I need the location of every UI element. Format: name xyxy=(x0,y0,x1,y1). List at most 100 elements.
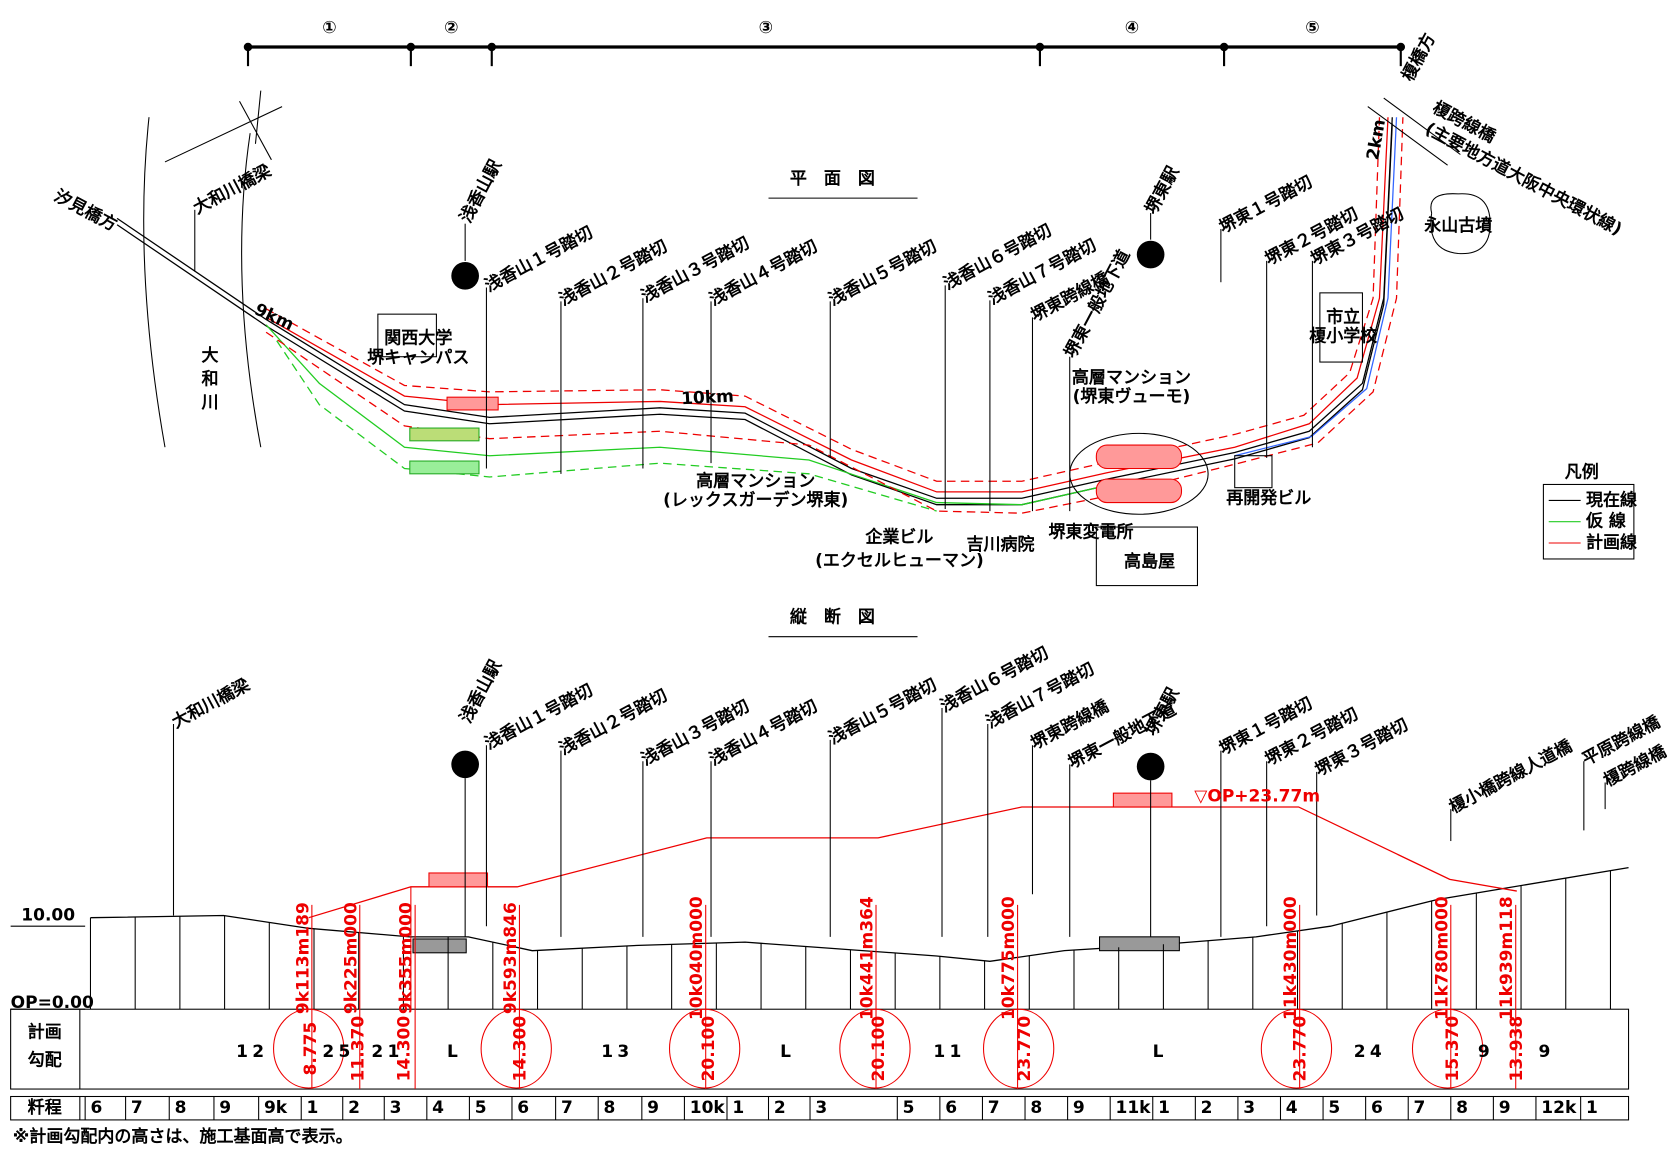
building-label: 高層マンション xyxy=(696,470,815,491)
platform xyxy=(446,396,499,411)
km-tick-label: 10k xyxy=(690,1098,726,1118)
km-tick-label: 2 xyxy=(348,1098,360,1118)
height-value: 8.775 xyxy=(301,1022,321,1076)
building-label: 高層マンション xyxy=(1072,367,1191,388)
river-bank xyxy=(143,117,262,448)
existing-platform xyxy=(412,938,467,954)
row-label: 粁程 xyxy=(28,1097,62,1118)
km-tick-label: 4 xyxy=(432,1098,444,1118)
vertical-curve xyxy=(1260,1008,1333,1089)
platform xyxy=(1095,478,1183,504)
planned-line xyxy=(265,117,1389,493)
gradient-value: 21 xyxy=(371,1042,403,1062)
chainage-label: 9k225m000 xyxy=(341,902,361,1014)
km-tick-label: 4 xyxy=(1286,1098,1298,1118)
km-tick-label: 7 xyxy=(561,1098,573,1118)
existing-line xyxy=(116,123,1393,506)
platform xyxy=(428,872,489,888)
kofun xyxy=(1430,193,1491,255)
section-title: 縦断図 xyxy=(790,607,892,628)
section-label: ④ xyxy=(1125,18,1139,38)
gradient-value: 24 xyxy=(1354,1042,1386,1062)
row-label: 計画 xyxy=(28,1022,62,1043)
km-tick-label: 8 xyxy=(175,1098,187,1118)
building-label: 市立 xyxy=(1326,306,1360,327)
km-tick-label: 12k xyxy=(1541,1098,1577,1118)
station-marker xyxy=(451,261,479,290)
chainage-label: 10k040m000 xyxy=(687,896,707,1020)
temporary-line xyxy=(265,324,1108,506)
km-tick-label: 9 xyxy=(1073,1098,1085,1118)
building-label: 関西大学 xyxy=(384,328,452,349)
river-label: 大和川 xyxy=(198,345,220,416)
km-tick-label: 8 xyxy=(1456,1098,1468,1118)
chainage-label: 9k593m846 xyxy=(501,902,521,1014)
km-tick-label: 3 xyxy=(815,1098,827,1118)
km-tick-label: 2 xyxy=(1201,1098,1213,1118)
km-tick-label: 1 xyxy=(732,1098,744,1118)
km-tick-label: 5 xyxy=(903,1098,915,1118)
planned-line xyxy=(265,117,1404,514)
legend-item: 現在線 xyxy=(1586,489,1637,510)
platform xyxy=(409,460,480,475)
building-label: 堺東変電所 xyxy=(1048,521,1133,542)
section-label: ③ xyxy=(759,18,773,38)
height-value: 14.300 xyxy=(510,1016,530,1082)
gradient-row xyxy=(10,1008,1630,1090)
km-tick-label: 6 xyxy=(945,1098,957,1118)
height-value: 23.770 xyxy=(1291,1016,1311,1082)
building-label: (エクセルヒューマン) xyxy=(815,551,984,571)
building-label: 高島屋 xyxy=(1124,551,1175,572)
km-tick-label: 6 xyxy=(90,1098,102,1118)
platform xyxy=(1112,792,1173,808)
planned-line xyxy=(265,117,1381,482)
km-tick-label: 5 xyxy=(1328,1098,1340,1118)
chainage-label: 9k355m000 xyxy=(397,902,417,1014)
gradient-value: L xyxy=(1153,1042,1168,1062)
gradient-value: 13 xyxy=(601,1042,633,1062)
row-label: 勾配 xyxy=(28,1049,62,1070)
km-tick-label: 3 xyxy=(1243,1098,1255,1118)
height-value: 20.100 xyxy=(869,1016,889,1082)
legend-box xyxy=(1542,483,1635,560)
gradient-value: L xyxy=(447,1042,462,1062)
chainage-label: 11k939m118 xyxy=(1497,896,1517,1020)
building-label: 榎小学校 xyxy=(1309,326,1378,347)
section-title: 平面図 xyxy=(790,169,892,189)
building-label: 再開発ビル xyxy=(1226,487,1311,508)
building xyxy=(377,313,437,358)
km-tick-label: 3 xyxy=(390,1098,402,1118)
km-tick-label: 9k xyxy=(264,1098,288,1118)
gradient-value: 11 xyxy=(933,1042,965,1062)
km-tick-label: 7 xyxy=(988,1098,1000,1118)
km-row xyxy=(10,1095,1630,1121)
km-tick-label: 11k xyxy=(1116,1098,1152,1118)
gradient-value: 9 xyxy=(1478,1042,1494,1062)
level-label: ▽OP+23.77m xyxy=(1194,786,1320,806)
legend-item: 仮 線 xyxy=(1585,511,1626,532)
gradient-value: 25 xyxy=(322,1042,354,1062)
km-tick-label: 2 xyxy=(774,1098,786,1118)
temporary-line xyxy=(276,340,937,512)
north-arrow xyxy=(164,90,283,163)
height-value: 20.100 xyxy=(699,1016,719,1082)
vertical-curve xyxy=(668,1008,741,1089)
building-label: 堺キャンパス xyxy=(367,347,469,368)
chainage-label: 11k430m000 xyxy=(1281,896,1301,1020)
km-tick-label: 7 xyxy=(1414,1098,1426,1118)
km-tick-label: 1 xyxy=(1586,1098,1598,1118)
km-label: 10km xyxy=(681,387,735,410)
current-line-blue xyxy=(1234,117,1398,457)
platform xyxy=(409,427,480,442)
legend-item: 計画線 xyxy=(1586,532,1637,553)
station-marker xyxy=(1136,240,1165,269)
chainage-label: 11k780m000 xyxy=(1432,896,1452,1020)
platform xyxy=(1095,444,1183,470)
vertical-curve xyxy=(1411,1008,1484,1089)
vertical-curve xyxy=(480,1008,552,1089)
profile-frame xyxy=(10,792,1630,1121)
building-label: 企業ビル xyxy=(864,527,933,548)
section-label: ⑤ xyxy=(1305,18,1319,38)
